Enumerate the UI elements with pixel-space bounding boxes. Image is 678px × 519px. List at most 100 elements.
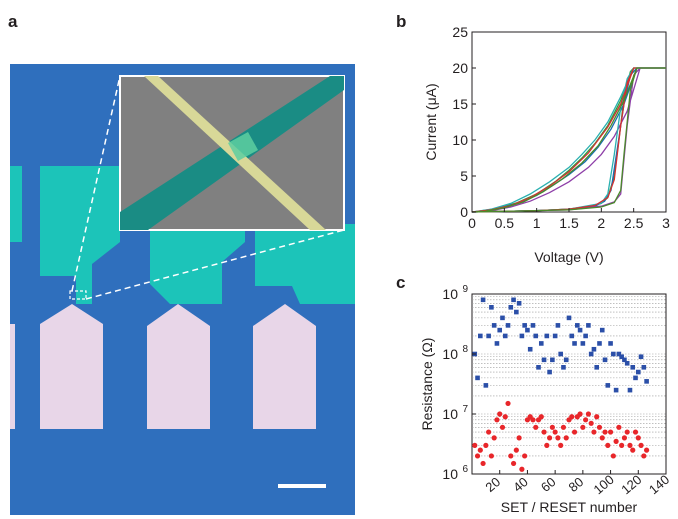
iv-y-axis-label: Current (μA) <box>423 83 439 160</box>
reset-point <box>577 411 583 417</box>
set-point <box>508 305 514 310</box>
set-point <box>608 341 613 346</box>
reset-point <box>488 453 494 459</box>
set-point <box>563 357 569 363</box>
res-y-tick-exponent: 7 <box>462 404 468 415</box>
reset-point <box>580 424 586 430</box>
iv-x-tick-label: 0 <box>468 215 476 231</box>
set-point <box>624 360 630 366</box>
set-point <box>599 327 605 333</box>
reset-point <box>502 414 508 420</box>
set-point <box>483 383 489 388</box>
iv-x-tick-label: 2.5 <box>624 215 644 231</box>
set-point <box>489 305 494 310</box>
iv-y-tick-label: 0 <box>460 204 468 220</box>
reset-point <box>499 424 506 430</box>
set-point <box>486 333 491 339</box>
set-point <box>544 333 550 339</box>
reset-point <box>602 429 608 435</box>
top-electrodes <box>10 166 355 304</box>
set-point <box>591 346 597 352</box>
res-y-tick-exponent: 8 <box>462 344 468 355</box>
set-point <box>577 327 583 333</box>
set-point <box>644 379 649 384</box>
reset-point <box>480 460 486 467</box>
reset-point <box>644 447 650 453</box>
set-point <box>525 327 530 333</box>
reset-point <box>552 429 558 435</box>
reset-point <box>627 442 633 448</box>
set-point <box>588 351 594 357</box>
reset-point <box>621 435 628 441</box>
reset-point <box>591 429 597 435</box>
reset-point <box>486 429 492 435</box>
set-point <box>522 323 527 328</box>
panel-c-label: c <box>396 273 406 292</box>
set-point <box>635 369 641 375</box>
set-point <box>619 354 624 360</box>
set-point <box>502 333 508 339</box>
reset-point <box>558 442 564 448</box>
set-point <box>527 346 533 352</box>
reset-point <box>516 435 522 441</box>
res-y-tick-label: 10 <box>442 466 458 482</box>
set-point <box>566 315 572 321</box>
set-point <box>536 365 541 370</box>
reset-point <box>491 435 497 441</box>
iv-x-tick-label: 1.5 <box>559 215 579 231</box>
iv-x-tick-label: 2 <box>597 215 605 231</box>
set-point <box>511 297 516 303</box>
iv-curve-5 <box>471 67 666 213</box>
set-point <box>480 297 486 303</box>
panel-a-label: a <box>8 12 18 31</box>
reset-point <box>569 414 575 420</box>
set-point <box>575 323 580 328</box>
reset-point <box>513 447 519 453</box>
set-point <box>622 357 627 363</box>
set-point <box>500 315 505 321</box>
reset-point <box>549 424 555 430</box>
reset-point <box>585 411 591 417</box>
set-point <box>547 369 552 375</box>
iv-x-tick-label: 0.5 <box>495 215 515 231</box>
reset-point <box>635 435 641 441</box>
iv-x-tick-label: 1 <box>533 215 541 231</box>
set-point <box>530 323 536 328</box>
zoom-line-left <box>71 75 121 292</box>
res-x-tick-label: 120 <box>618 472 644 497</box>
set-point <box>633 375 638 381</box>
res-x-tick-label: 40 <box>510 474 531 495</box>
iv-y-tick-label: 20 <box>452 60 468 76</box>
res-x-tick-label: 140 <box>646 472 672 497</box>
res-x-tick-label: 20 <box>482 474 503 495</box>
reset-point <box>508 453 514 459</box>
reset-point <box>619 442 625 448</box>
reset-point <box>544 442 550 448</box>
reset-point <box>560 424 567 430</box>
reset-point <box>497 411 503 417</box>
set-point <box>514 309 519 315</box>
iv-x-axis-label: Voltage (V) <box>534 249 603 265</box>
reset-point <box>632 429 639 435</box>
sem-inset <box>119 75 345 231</box>
reset-point <box>483 442 489 448</box>
set-point <box>572 341 577 346</box>
set-point <box>497 327 503 333</box>
reset-point <box>594 414 600 420</box>
set-point <box>478 333 483 339</box>
set-point <box>555 323 561 328</box>
reset-point <box>624 429 630 435</box>
zoom-marker <box>69 290 87 300</box>
iv-curve-6 <box>471 67 666 213</box>
reset-point <box>599 435 605 441</box>
reset-point <box>641 453 647 459</box>
reset-point <box>494 417 500 423</box>
set-point <box>630 365 636 370</box>
reset-point <box>555 435 561 441</box>
reset-point <box>616 424 622 430</box>
set-point <box>538 341 544 346</box>
res-y-axis-label: Resistance (Ω) <box>419 338 435 431</box>
set-point <box>561 365 566 370</box>
iv-plot-area <box>471 31 667 213</box>
iv-y-tick-label: 15 <box>452 96 468 112</box>
